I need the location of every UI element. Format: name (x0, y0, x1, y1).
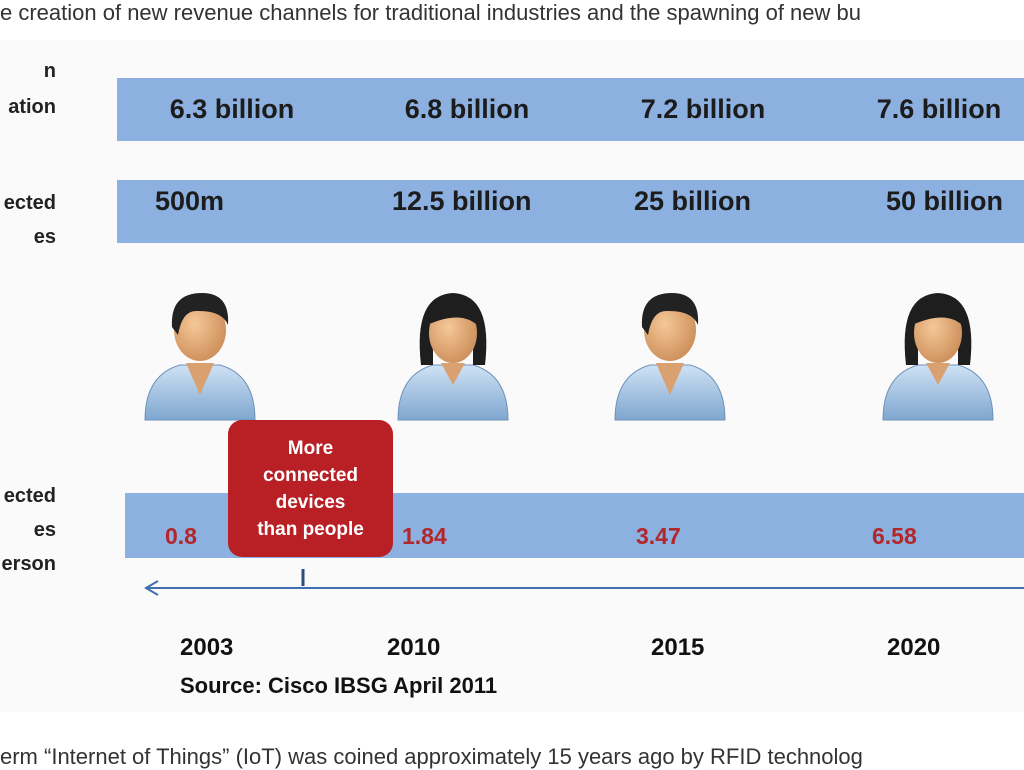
person-icon (882, 292, 994, 421)
devices-value: 25 billion (634, 186, 752, 216)
row-label: n (43, 60, 56, 82)
devices-value: 12.5 billion (392, 186, 532, 216)
ratio-value: 1.84 (402, 523, 447, 549)
row-label: ation (8, 96, 56, 118)
person-icon (397, 292, 509, 421)
population-band (117, 78, 1024, 141)
devices-value: 500m (155, 186, 225, 216)
callout-line: than people (257, 518, 364, 540)
population-value: 6.8 billion (404, 94, 530, 124)
ratio-value: 3.47 (636, 523, 681, 549)
ratio-value: 0.8 (165, 523, 197, 549)
row-label: ected (3, 192, 56, 214)
ratio-value: 6.58 (872, 523, 917, 549)
year: 2003 (180, 634, 234, 661)
callout: More connected devices than people (228, 420, 393, 557)
year: 2015 (651, 634, 705, 661)
timeline-arrowhead (144, 580, 159, 596)
callout-line: connected (262, 464, 359, 486)
year: 2020 (887, 634, 941, 661)
row-label: es (33, 226, 56, 248)
callout-line: devices (275, 491, 346, 513)
callout-line: More (287, 437, 334, 459)
population-value: 7.2 billion (640, 94, 766, 124)
row-label: erson (1, 553, 56, 575)
population-value: 6.3 billion (169, 94, 295, 124)
row-label: es (33, 519, 56, 541)
devices-value: 50 billion (886, 186, 1004, 216)
year: 2010 (387, 634, 441, 661)
row-label: ected (3, 485, 56, 507)
person-icon (144, 292, 256, 421)
top-text: e creation of new revenue channels for t… (0, 0, 861, 25)
person-icon (614, 292, 726, 421)
source: Source: Cisco IBSG April 2011 (180, 673, 498, 698)
devices-band (117, 180, 1024, 243)
population-value: 7.6 billion (876, 94, 1002, 124)
bottom-text: erm “Internet of Things” (IoT) was coine… (0, 744, 863, 769)
